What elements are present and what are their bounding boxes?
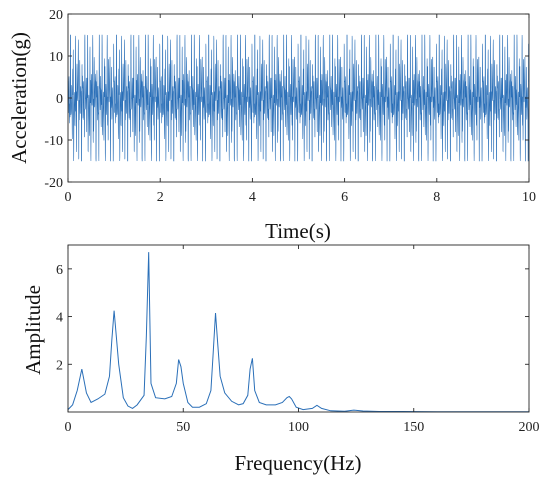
spectrum-y-tick-label-2: 6 bbox=[56, 263, 63, 278]
spectrum-y-axis-title: Amplitude bbox=[21, 285, 45, 375]
spectrum-x-tick-label-0: 0 bbox=[65, 420, 72, 435]
time-x-tick-label-3: 6 bbox=[341, 190, 348, 205]
spectrum-plot-frame bbox=[67, 244, 530, 413]
spectrum-x-tick-label-4: 200 bbox=[519, 420, 540, 435]
time-y-tick-label-2: 0 bbox=[56, 92, 63, 107]
time-x-tick-label-2: 4 bbox=[249, 190, 256, 205]
time-signal-line bbox=[67, 34, 530, 162]
time-y-tick-label-1: -10 bbox=[44, 134, 63, 149]
spectrum-line bbox=[67, 252, 529, 413]
spectrum-x-tick-label-2: 100 bbox=[288, 420, 309, 435]
spectrum-chart: 0 50 100 150 200 2 4 6 Frequency(Hz) Amplitude bbox=[21, 244, 540, 475]
spectrum-axis-ticks: 0 50 100 150 200 2 4 6 bbox=[56, 245, 540, 435]
time-y-axis-title: Acceleration(g) bbox=[7, 32, 31, 164]
spectrum-series bbox=[67, 252, 529, 413]
spectrum-x-tick-label-3: 150 bbox=[403, 420, 424, 435]
spectrum-x-axis-title: Frequency(Hz) bbox=[234, 451, 361, 475]
time-x-tick-label-5: 10 bbox=[522, 190, 536, 205]
time-signal-series bbox=[67, 34, 530, 162]
time-x-axis-title: Time(s) bbox=[265, 219, 331, 243]
time-y-tick-label-4: 20 bbox=[49, 8, 63, 23]
time-y-tick-label-3: 10 bbox=[49, 50, 63, 65]
time-x-tick-label-0: 0 bbox=[65, 190, 72, 205]
spectrum-y-tick-label-1: 4 bbox=[56, 311, 63, 326]
time-x-tick-label-1: 2 bbox=[157, 190, 164, 205]
time-axis-ticks: 0 2 4 6 8 10 -20 -10 0 10 20 bbox=[44, 8, 536, 205]
spectrum-x-tick-label-1: 50 bbox=[176, 420, 190, 435]
spectrum-y-tick-label-0: 2 bbox=[56, 358, 63, 373]
time-signal-chart: 0 2 4 6 8 10 -20 -10 0 10 20 Time(s) Acceleration(… bbox=[7, 8, 536, 243]
time-y-tick-label-0: -20 bbox=[44, 176, 63, 191]
time-x-tick-label-4: 8 bbox=[433, 190, 440, 205]
